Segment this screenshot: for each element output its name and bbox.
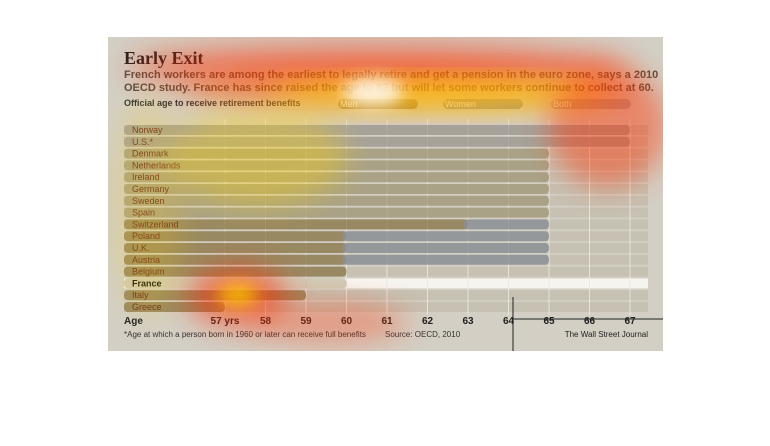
category-label: Belgium [132,267,165,277]
bar-men-extension [342,254,549,265]
bar-both [124,184,549,194]
row-track [124,290,648,301]
chart-canvas: Early Exit French workers are among the … [113,45,663,351]
source-note: Source: OECD, 2010 [385,330,461,339]
x-tick-label: 64 [503,316,515,327]
bar-women [124,219,468,230]
category-label: Germany [132,184,170,194]
bar-both [124,172,549,183]
chart-subtitle-line-1: French workers are among the earliest to… [124,69,658,81]
credit: The Wall Street Journal [565,330,649,339]
chart-panel: Early Exit French workers are among the … [108,37,663,351]
legend-label-women: Women [445,99,476,109]
category-label: Poland [132,231,160,241]
bar-both [124,160,549,171]
x-tick-label: 57 yrs [211,316,240,327]
bar-both [124,195,549,206]
chart-subtitle-line-2: OECD study. France has since raised the … [124,82,654,94]
bar-men-extension [464,219,549,230]
category-label: Switzerland [132,219,179,229]
category-label: Netherlands [132,160,181,170]
category-label: Austria [132,255,160,265]
bar-both [124,207,549,218]
bar-men-extension [342,243,549,253]
legend-label-men: Men [340,99,358,109]
x-tick-label: 60 [341,316,353,327]
category-label: Spain [132,208,155,218]
footnote: *Age at which a person born in 1960 or l… [124,330,366,339]
legend-label-both: Both [553,99,572,109]
section-label: Official age to receive retirement benef… [124,98,301,108]
category-label: Denmark [132,149,169,159]
category-label: France [132,278,162,288]
x-tick-label: 61 [381,316,393,327]
x-tick-label: 65 [543,316,555,327]
bar-both [124,125,630,135]
chart-title: Early Exit [124,48,204,68]
bar-both [124,290,306,301]
x-tick-label: 62 [422,316,434,327]
category-label: U.S.* [132,137,154,147]
bar-both [124,148,549,159]
x-tick-label: 59 [300,316,312,327]
bar-women [124,243,347,253]
row-track [124,278,648,289]
x-tick-label: 66 [584,316,596,327]
row-track [124,266,648,277]
x-tick-label: 67 [624,316,636,327]
bar-both [124,136,630,147]
category-label: Italy [132,290,149,300]
x-axis-label: Age [124,316,143,327]
x-tick-label: 58 [260,316,272,327]
category-label: Ireland [132,172,160,182]
category-label: Sweden [132,196,165,206]
category-label: Greece [132,302,162,312]
category-label: U.K. [132,243,150,253]
bar-men-extension [342,231,549,242]
x-tick-label: 63 [462,316,474,327]
category-label: Norway [132,125,163,135]
